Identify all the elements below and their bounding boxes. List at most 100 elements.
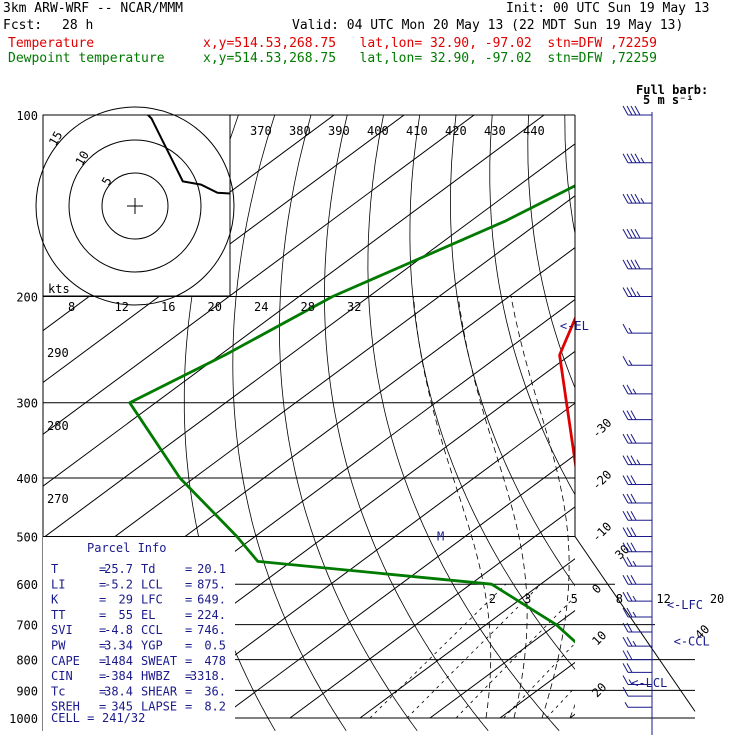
parcel-cell-2-2: 29	[119, 593, 133, 607]
wind-barb	[622, 410, 652, 421]
parcel-cell-9-2: 345	[111, 700, 133, 714]
mixing-ratio-label-20: 20	[710, 592, 724, 606]
hodograph-ring-5	[101, 172, 169, 240]
hodograph-axis-label-32: 32	[347, 300, 361, 314]
wind-barb-flag	[626, 153, 633, 163]
wind-barb-flag	[626, 511, 633, 521]
wind-barb-flag	[626, 105, 633, 116]
legend-dewpoint-info: x,y=514.53,268.75 lat,lon= 32.90, -97.02…	[203, 51, 657, 66]
wind-barb-flag	[622, 259, 629, 270]
dry-adiabat-320	[489, 115, 575, 496]
wind-barb-flag	[634, 193, 641, 204]
parcel-cell-1-3: LCL	[141, 577, 163, 591]
isotherm--100	[43, 115, 545, 487]
wind-barb	[622, 287, 652, 298]
mixing-ratio-label-2: 2	[489, 592, 496, 606]
isotherm--30	[219, 454, 575, 719]
wind-barb-half	[636, 459, 641, 465]
wind-barb-flag	[634, 259, 641, 270]
wind-barb-flag	[630, 153, 637, 163]
wind-barb	[622, 475, 652, 486]
wind-barb-flag	[626, 433, 633, 444]
temperature-trace	[558, 315, 575, 471]
parcel-cell-label: CELL =	[51, 711, 94, 725]
wind-barb-flag	[622, 527, 629, 537]
legend-temperature-name: Temperature	[8, 36, 95, 51]
wind-barb-flag	[622, 556, 629, 567]
mixing-ratio-label-8: 8	[616, 592, 623, 606]
wind-barb-flag	[630, 475, 637, 485]
forecast-hour: 28 h	[62, 18, 94, 33]
hodograph-ring-label-10: 10	[73, 148, 92, 168]
parcel-info-title: Parcel Info	[87, 541, 166, 555]
parcel-cell-0-3: Td	[141, 562, 155, 576]
theta-label-410: 410	[406, 124, 428, 138]
parcel-cell-4-3: CCL	[141, 623, 163, 637]
wind-barb-flag	[622, 607, 629, 618]
dry-adiabat-380	[710, 115, 740, 731]
parcel-cell-8-2: 38.4	[104, 684, 133, 698]
moist-adiabat-24	[598, 297, 676, 719]
wind-barb-flag	[622, 574, 629, 585]
wind-barb	[622, 105, 652, 116]
wind-barb	[622, 542, 652, 553]
parcel-cell-2-1: =	[99, 593, 106, 607]
mixing-ratio-label-3: 3	[524, 592, 531, 606]
pressure-label-300: 300	[16, 397, 38, 411]
wind-barb-half	[632, 388, 637, 395]
parcel-cell-1-0: LI	[51, 577, 65, 591]
wind-barb-half	[624, 702, 629, 708]
wind-barb-flag	[630, 493, 637, 504]
wind-barb-flag	[630, 193, 637, 204]
wind-barb	[622, 607, 652, 618]
parcel-cell-6-0: CAPE	[51, 654, 80, 668]
isotherm-label-0: 0	[589, 581, 604, 596]
parcel-cell-8-1: =	[99, 684, 106, 698]
parcel-cell-3-4: =	[185, 608, 192, 622]
parcel-cell-0-0: T	[51, 562, 58, 576]
isotherm--80	[43, 195, 575, 591]
wind-barb-flag	[622, 675, 629, 685]
parcel-cell-3-2: 55	[119, 608, 133, 622]
annotation-ccl: <-CCL	[674, 634, 710, 648]
pressure-label-600: 600	[16, 578, 38, 592]
moist-adiabat-12	[457, 296, 528, 719]
legend-dewpoint-name: Dewpoint temperature	[8, 51, 165, 66]
dewpoint-trace	[128, 184, 575, 644]
wind-barb-flag	[630, 542, 637, 552]
wind-barb-flag	[622, 323, 629, 334]
parcel-cell-5-5: 0.5	[204, 639, 226, 653]
isotherm--120	[43, 115, 405, 384]
hodograph-units-label: kts	[48, 282, 70, 296]
wind-barb-flag	[630, 574, 637, 585]
model-title: 3km ARW-WRF -- NCAR/MMM	[3, 1, 184, 16]
isotherm-label--20: -20	[589, 467, 614, 492]
isotherm--20	[289, 506, 575, 719]
hodograph-axis-label-8: 8	[68, 300, 75, 314]
parcel-cell-5-1: =	[99, 639, 106, 653]
wind-barb-half	[628, 359, 633, 366]
wind-barb	[622, 650, 652, 661]
wind-barb	[622, 384, 652, 395]
wind-barb-flag	[630, 455, 637, 465]
wind-barb-flag	[630, 105, 637, 116]
pressure-label-400: 400	[16, 472, 38, 486]
legend-temperature-info: x,y=514.53,268.75 lat,lon= 32.90, -97.02…	[203, 36, 657, 51]
wind-barb-flag	[622, 433, 629, 444]
parcel-cell-3-3: EL	[141, 608, 155, 622]
parcel-cell-7-3: HWBZ	[141, 669, 170, 683]
parcel-cell-3-0: TT	[51, 608, 65, 622]
dry-adiabat-330	[527, 115, 575, 389]
wind-barb-flag	[622, 153, 629, 163]
parcel-cell-2-5: 649.	[197, 593, 226, 607]
wind-barb-half	[632, 595, 637, 602]
wind-barb-flag	[626, 591, 633, 602]
parcel-cell-0-5: 20.1	[197, 562, 226, 576]
mixing-ratio-label-5: 5	[571, 592, 578, 606]
wind-barb-flag	[630, 433, 637, 444]
wind-barb	[622, 622, 652, 633]
isotherm-40	[710, 115, 740, 718]
mixing-ratio-2	[369, 583, 507, 719]
parcel-cell-2-4: =	[185, 593, 192, 607]
wind-barb-flag	[634, 105, 641, 116]
